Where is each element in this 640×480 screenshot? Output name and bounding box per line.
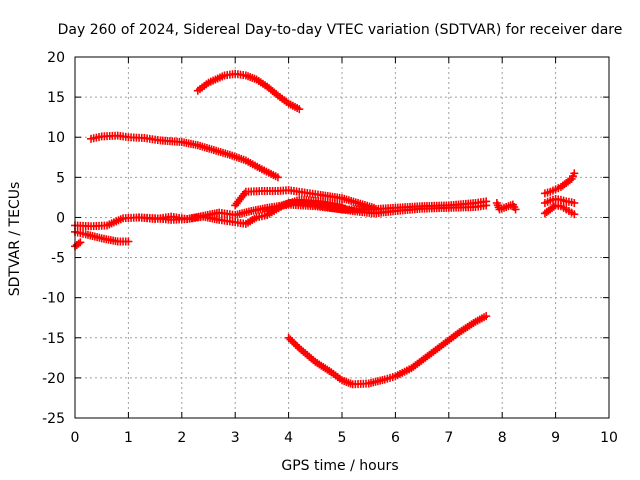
y-tick-label: 10 [47, 130, 65, 146]
x-axis-label: GPS time / hours [281, 458, 398, 474]
y-tick-label: 0 [56, 210, 65, 226]
y-tick-label: -15 [42, 331, 65, 347]
y-axis-label: SDTVAR / TECUs [7, 182, 23, 297]
y-tick-label: 15 [47, 90, 65, 106]
y-tick-label: -10 [42, 291, 65, 307]
data-point [565, 176, 574, 185]
x-tick-label: 3 [231, 430, 240, 446]
series-arc-3 [284, 312, 491, 389]
data-point [289, 338, 298, 347]
grid [75, 57, 609, 418]
data-point [288, 337, 297, 346]
data-point [286, 335, 295, 344]
series-arc-11 [540, 169, 579, 198]
data-point [570, 199, 579, 208]
x-tick-label: 4 [284, 430, 293, 446]
data-marks [71, 69, 579, 389]
x-tick-label: 1 [124, 430, 133, 446]
series-arc-5 [71, 197, 491, 231]
data-point [511, 205, 520, 214]
data-point [549, 202, 558, 211]
series-arc-9 [263, 199, 491, 218]
y-tick-label: -20 [42, 371, 65, 387]
data-point [295, 105, 304, 114]
data-point [124, 237, 133, 246]
x-tick-label: 8 [498, 430, 507, 446]
x-tick-label: 7 [444, 430, 453, 446]
ticks: 0 1 2 3 4 5 6 7 8 9 10 20 15 10 5 0 -5 -10 -15 -20 -25 [42, 50, 618, 446]
y-tick-label: -5 [51, 251, 65, 267]
data-point [76, 238, 85, 247]
x-tick-label: 2 [177, 430, 186, 446]
data-point [482, 201, 491, 210]
data-point [338, 201, 346, 210]
series-arc-7 [71, 238, 85, 251]
y-tick-label: 5 [56, 170, 65, 186]
data-point [273, 173, 282, 182]
data-point [570, 210, 579, 219]
data-point [74, 239, 83, 248]
data-point [284, 333, 293, 342]
series-arc-2 [193, 69, 304, 114]
y-tick-label: 20 [47, 50, 65, 66]
data-point [482, 312, 491, 321]
series-arc-4 [231, 186, 379, 212]
chart-title: Day 260 of 2024, Sidereal Day-to-day VTE… [58, 22, 623, 38]
x-tick-label: 6 [391, 430, 400, 446]
series-arc-13 [540, 201, 579, 219]
plot-frame [74, 56, 610, 419]
x-tick-label: 9 [551, 430, 560, 446]
x-tick-label: 5 [338, 430, 347, 446]
series-arc-10 [492, 199, 520, 214]
x-tick-label: 0 [71, 430, 80, 446]
series-arc-1 [87, 131, 282, 182]
x-tick-label: 10 [600, 430, 618, 446]
y-tick-label: -25 [42, 411, 65, 427]
data-point [291, 340, 300, 349]
data-point [570, 169, 579, 178]
